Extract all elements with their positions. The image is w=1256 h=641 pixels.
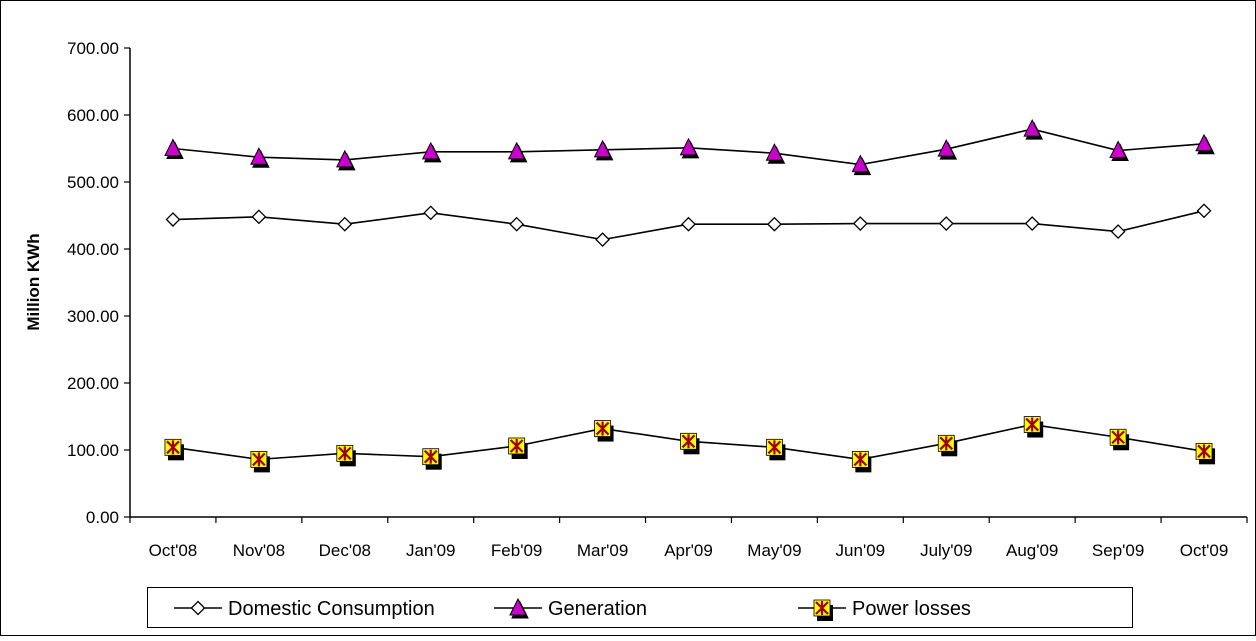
data-point: [1195, 133, 1215, 155]
y-axis-title: Million KWh: [24, 233, 43, 330]
y-tick-label: 100.00: [67, 441, 119, 460]
x-tick-label: Oct'08: [149, 541, 198, 560]
data-point: [250, 450, 270, 473]
x-tick-label: May'09: [747, 541, 801, 560]
data-point: [335, 149, 356, 171]
legend-label: Generation: [548, 598, 647, 620]
legend-label: Domestic Consumption: [228, 598, 435, 620]
data-point: [680, 432, 700, 455]
legend-marker: [190, 600, 206, 616]
y-tick-label: 300.00: [67, 307, 119, 326]
x-tick-labels: Oct'08 Nov'08 Dec'08 Jan'09 Feb'09 Mar'09 Apr'…: [149, 541, 1229, 560]
x-tick-label: Aug'09: [1006, 541, 1058, 560]
series-power-losses: [164, 416, 1216, 473]
data-point: [767, 216, 782, 232]
data-point: [1109, 140, 1129, 162]
data-point: [336, 444, 356, 467]
data-point: [938, 216, 954, 231]
data-point: [595, 232, 610, 248]
x-tick-label: July'09: [920, 541, 972, 560]
x-tick-label: Mar'09: [577, 541, 628, 560]
data-point: [422, 448, 442, 470]
series-domestic-consumption: [165, 203, 1212, 248]
data-point: [165, 212, 181, 227]
x-tick-label: Dec'08: [319, 541, 371, 560]
data-point: [937, 139, 958, 160]
data-point: [1110, 224, 1126, 239]
y-tick-label: 200.00: [67, 374, 119, 393]
data-point: [1196, 203, 1212, 219]
series-generation: [164, 118, 1215, 176]
data-point: [251, 209, 267, 225]
data-point: [851, 154, 872, 176]
data-point: [851, 450, 872, 473]
axes: [124, 47, 1248, 523]
x-tick-label: Jan'09: [406, 541, 456, 560]
data-point: [164, 438, 184, 461]
x-tick-label: Apr'09: [664, 541, 713, 560]
y-tick-label: 700.00: [67, 39, 119, 58]
data-point: [593, 139, 614, 161]
data-point: [765, 143, 786, 164]
data-point: [681, 216, 696, 232]
y-tick-labels: 0.00 100.00 200.00 300.00 400.00 500.00 600.00…: [67, 39, 119, 527]
y-tick-label: 400.00: [67, 240, 119, 259]
legend-item: Generation: [494, 597, 647, 620]
data-point: [1109, 428, 1130, 451]
y-tick-label: 500.00: [67, 173, 119, 192]
x-tick-label: Sep'09: [1092, 541, 1144, 560]
data-point: [937, 434, 958, 457]
data-point: [1024, 216, 1040, 231]
legend-item: Domestic Consumption: [174, 598, 435, 620]
legend-box: [147, 587, 1133, 628]
data-point: [421, 141, 442, 163]
data-point: [1023, 118, 1044, 140]
data-point: [337, 216, 353, 232]
data-point: [766, 438, 786, 461]
data-point: [509, 216, 525, 232]
data-point: [594, 420, 614, 442]
legend-marker: [813, 599, 833, 621]
data-point: [1195, 442, 1216, 465]
series-layer: [164, 118, 1216, 473]
legend: Domestic Consumption Generation Power loss…: [147, 587, 1133, 628]
data-point: [852, 216, 868, 231]
data-point: [250, 147, 270, 168]
legend-label: Power losses: [852, 598, 971, 620]
x-tick-label: Feb'09: [491, 541, 542, 560]
data-point: [508, 437, 528, 459]
data-point: [164, 138, 184, 159]
data-point: [679, 137, 700, 159]
x-tick-label: Jun'09: [836, 541, 886, 560]
legend-item: Power losses: [798, 598, 971, 621]
data-point: [423, 205, 439, 221]
y-tick-label: 0.00: [86, 508, 119, 527]
data-point: [507, 141, 528, 163]
y-tick-label: 600.00: [67, 106, 119, 125]
legend-marker: [509, 597, 529, 619]
x-tick-label: Nov'08: [233, 541, 285, 560]
data-point: [1023, 416, 1044, 438]
x-tick-label: Oct'09: [1180, 541, 1229, 560]
